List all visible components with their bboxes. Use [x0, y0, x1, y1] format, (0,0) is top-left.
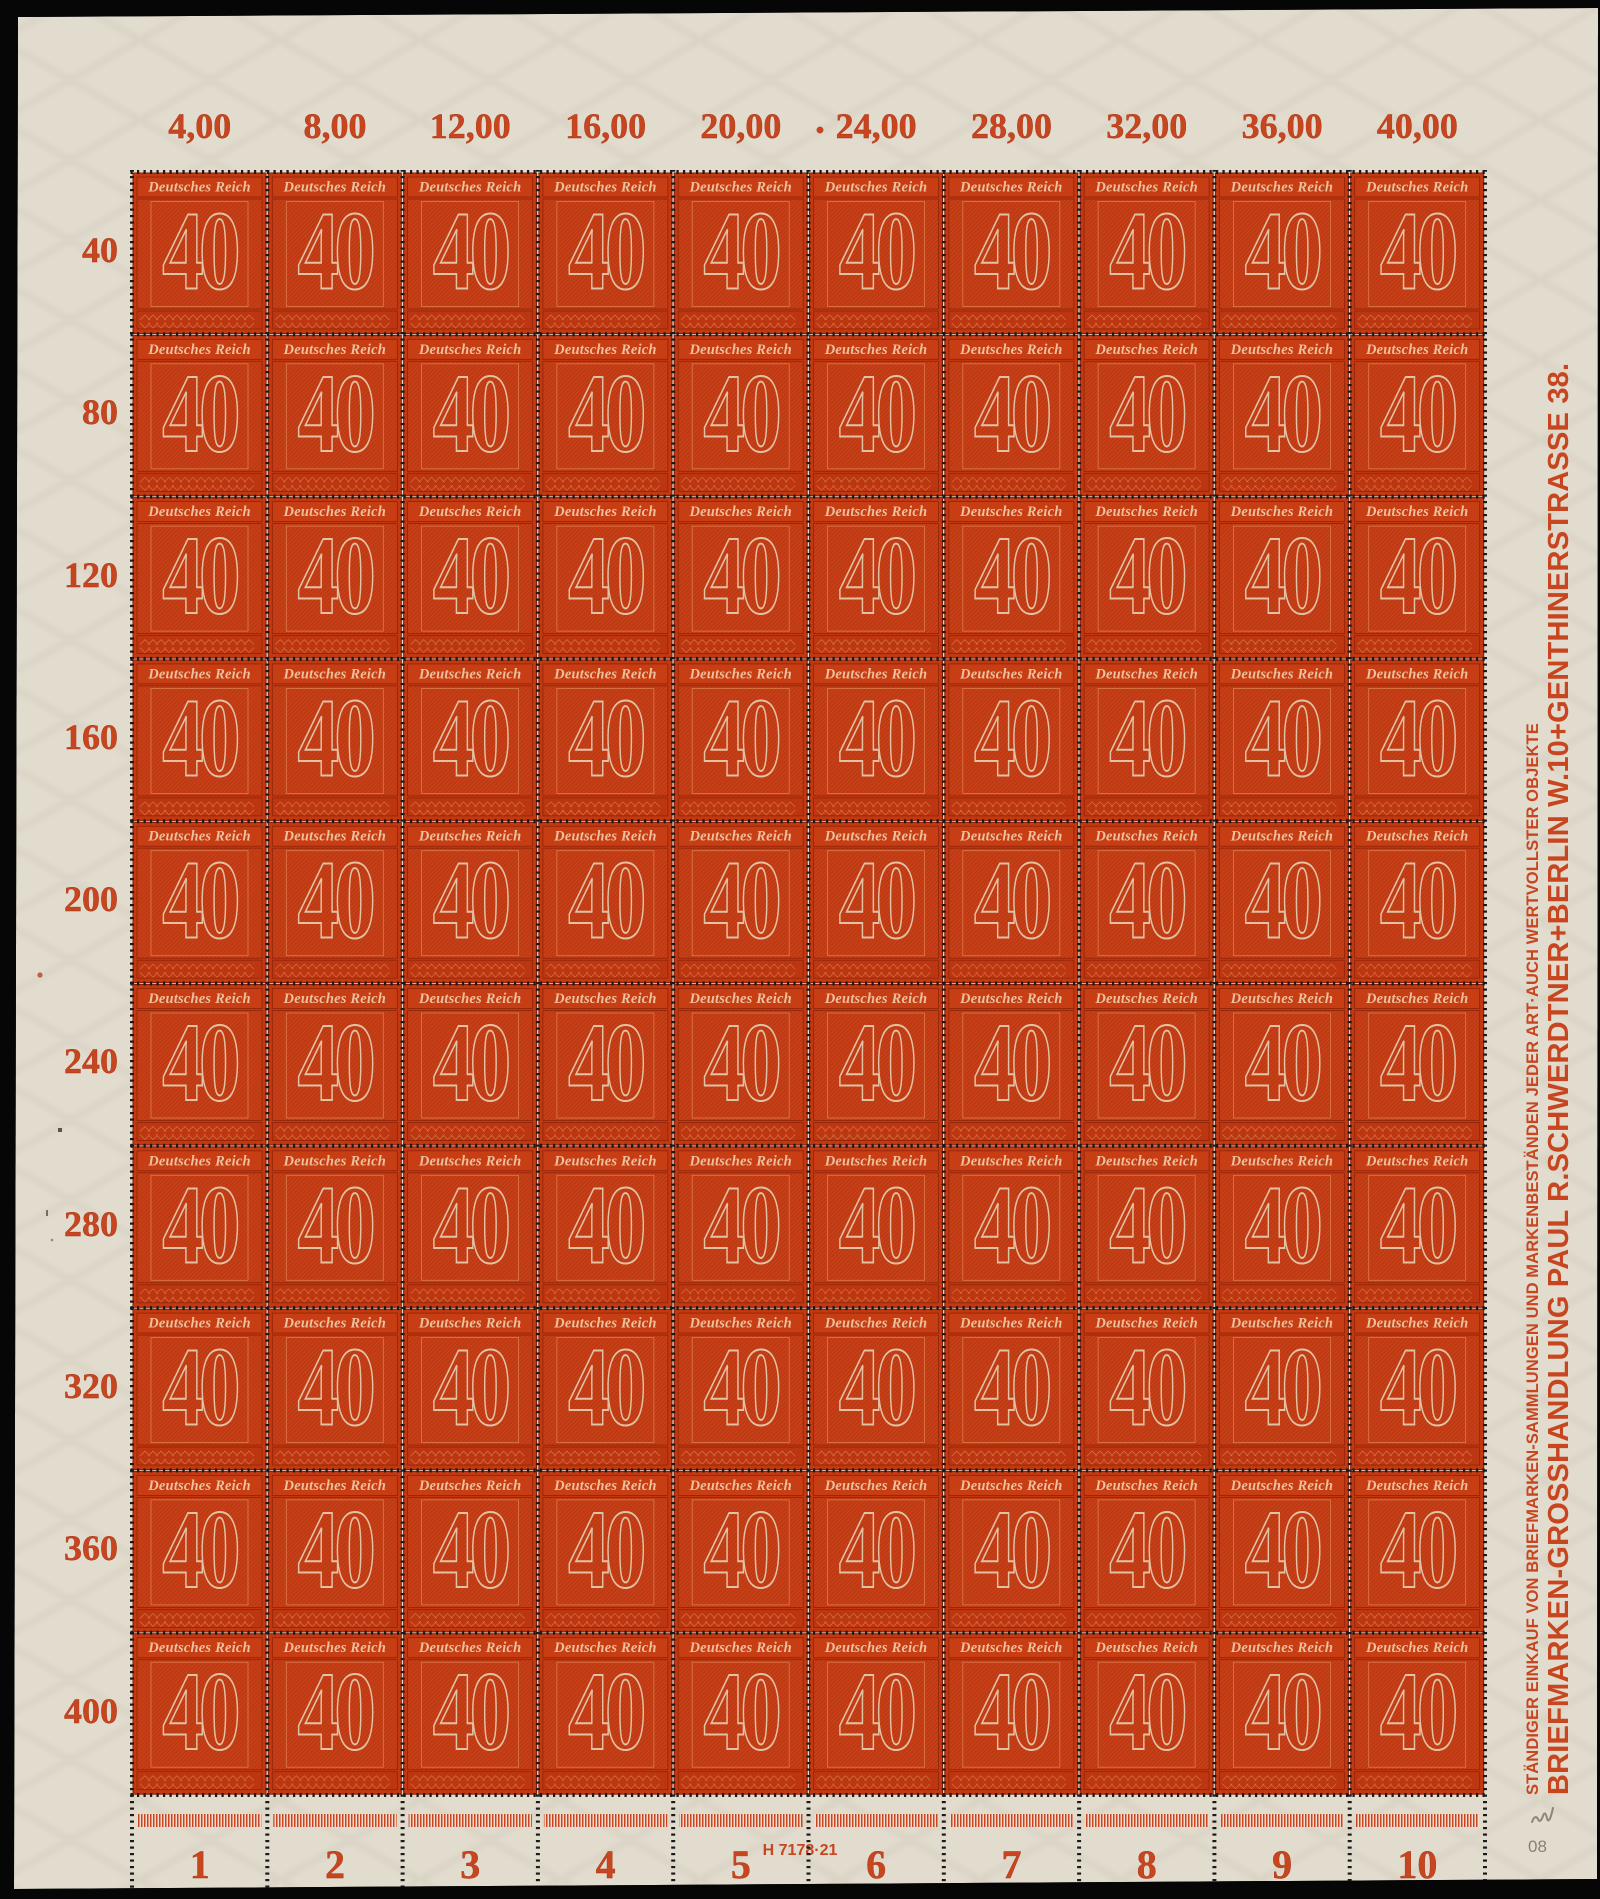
svg-text:80: 80: [82, 392, 118, 432]
svg-text:320: 320: [64, 1366, 118, 1406]
svg-text:36,00: 36,00: [1242, 106, 1323, 146]
svg-text:5: 5: [731, 1842, 751, 1887]
svg-text:08: 08: [1528, 1837, 1547, 1856]
svg-text:8,00: 8,00: [304, 106, 367, 146]
svg-text:10: 10: [1397, 1842, 1437, 1887]
svg-text:16,00: 16,00: [565, 106, 646, 146]
svg-text:40: 40: [82, 230, 118, 270]
svg-text:40,00: 40,00: [1377, 106, 1458, 146]
svg-text:H 7178·21: H 7178·21: [763, 1842, 838, 1859]
svg-text:160: 160: [64, 717, 118, 757]
svg-text:280: 280: [64, 1204, 118, 1244]
svg-text:STÄNDIGER EINKAUF VON BRIEFMAR: STÄNDIGER EINKAUF VON BRIEFMARKEN-SAMMLU…: [1524, 723, 1542, 1795]
svg-text:1: 1: [190, 1842, 210, 1887]
svg-text:360: 360: [64, 1528, 118, 1568]
svg-text:9: 9: [1272, 1842, 1292, 1887]
svg-text:200: 200: [64, 879, 118, 919]
svg-text:8: 8: [1137, 1842, 1157, 1887]
svg-text:20,00: 20,00: [700, 106, 781, 146]
svg-text:120: 120: [64, 555, 118, 595]
svg-text:4,00: 4,00: [168, 106, 231, 146]
svg-text:32,00: 32,00: [1106, 106, 1187, 146]
svg-text:28,00: 28,00: [971, 106, 1052, 146]
svg-text:2: 2: [325, 1842, 345, 1887]
svg-text:4: 4: [596, 1842, 616, 1887]
svg-text:400: 400: [64, 1691, 118, 1731]
svg-text:6: 6: [866, 1842, 886, 1887]
svg-text:BRIEFMARKEN-GROSSHANDLUNG PAUL: BRIEFMARKEN-GROSSHANDLUNG PAUL R.SCHWERD…: [1543, 363, 1575, 1795]
svg-text:240: 240: [64, 1041, 118, 1081]
svg-text:7: 7: [1002, 1842, 1022, 1887]
svg-text:24,00: 24,00: [836, 106, 917, 146]
svg-text:3: 3: [460, 1842, 480, 1887]
svg-text:12,00: 12,00: [430, 106, 511, 146]
